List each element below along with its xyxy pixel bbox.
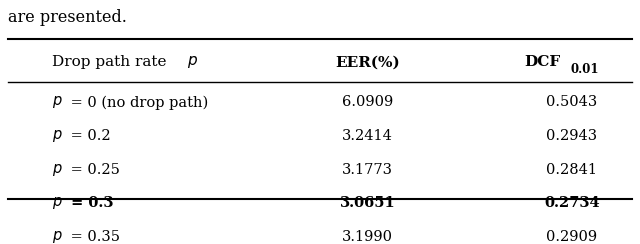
Text: $p$: $p$ xyxy=(52,162,63,178)
Text: $p$: $p$ xyxy=(52,128,63,144)
Text: are presented.: are presented. xyxy=(8,9,127,26)
Text: 0.2943: 0.2943 xyxy=(546,129,597,143)
Text: = 0.25: = 0.25 xyxy=(67,163,120,177)
Text: EER(%): EER(%) xyxy=(335,55,400,69)
Text: $p$: $p$ xyxy=(188,54,198,70)
Text: = 0 (no drop path): = 0 (no drop path) xyxy=(67,95,209,110)
Text: $p$: $p$ xyxy=(52,229,63,244)
Text: $p$: $p$ xyxy=(52,94,63,110)
Text: = 0.35: = 0.35 xyxy=(67,230,120,244)
Text: 3.2414: 3.2414 xyxy=(342,129,393,143)
Text: 0.2841: 0.2841 xyxy=(546,163,597,177)
Text: 0.2909: 0.2909 xyxy=(546,230,597,244)
Text: 3.1990: 3.1990 xyxy=(342,230,394,244)
Text: $p$: $p$ xyxy=(52,195,63,211)
Text: 0.5043: 0.5043 xyxy=(546,95,597,109)
Text: 0.01: 0.01 xyxy=(570,63,599,76)
Text: Drop path rate: Drop path rate xyxy=(52,55,172,69)
Text: DCF: DCF xyxy=(524,55,560,69)
Text: = 0.2: = 0.2 xyxy=(67,129,111,143)
Text: 0.2734: 0.2734 xyxy=(544,196,600,210)
Text: 3.1773: 3.1773 xyxy=(342,163,394,177)
Text: = 0.3: = 0.3 xyxy=(67,196,114,210)
Text: 6.0909: 6.0909 xyxy=(342,95,394,109)
Text: 3.0651: 3.0651 xyxy=(340,196,396,210)
